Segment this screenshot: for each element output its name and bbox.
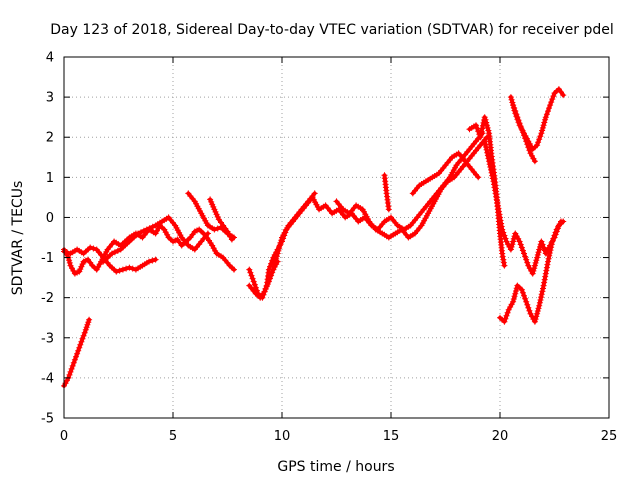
x-tick-labels: 0 5 10 15 20 25 <box>60 429 617 444</box>
series-markers <box>409 150 482 197</box>
y-tick-labels: -5 -4 -3 -2 -1 0 1 2 3 4 <box>41 51 54 427</box>
series-markers <box>510 102 538 165</box>
series-s15 <box>497 218 564 325</box>
y-tick-label: -2 <box>41 291 54 306</box>
y-tick-label: 2 <box>46 131 54 146</box>
series-markers <box>100 214 211 265</box>
series-s12 <box>409 150 482 197</box>
grid <box>64 57 609 418</box>
y-tick-label: -5 <box>41 412 54 427</box>
x-axis-label: GPS time / hours <box>277 459 394 475</box>
x-tick-label: 20 <box>492 429 509 444</box>
series-s6 <box>207 196 235 243</box>
x-tick-label: 15 <box>383 429 400 444</box>
y-tick-label: 3 <box>46 91 54 106</box>
y-axis-label: SDTVAR / TECUs <box>10 181 26 296</box>
series-markers <box>207 196 235 243</box>
plot-frame <box>63 56 610 419</box>
series-s17 <box>510 102 538 165</box>
y-tick-label: 4 <box>46 51 54 66</box>
series-markers <box>381 172 392 213</box>
y-tick-label: -4 <box>41 371 54 386</box>
x-tick-label: 0 <box>60 429 68 444</box>
y-tick-label: -3 <box>41 331 54 346</box>
series-s14 <box>481 138 567 277</box>
series-s3 <box>61 244 159 275</box>
series-markers <box>497 218 564 325</box>
series-s11 <box>381 172 392 213</box>
chart-title: Day 123 of 2018, Sidereal Day-to-day VTE… <box>50 22 614 38</box>
x-tick-label: 5 <box>169 429 177 444</box>
y-tick-label: -1 <box>41 251 54 266</box>
series-s10 <box>333 134 490 241</box>
series-line <box>334 135 489 240</box>
series-group <box>61 86 567 389</box>
series-markers <box>481 138 567 277</box>
ticks <box>63 56 610 419</box>
series-markers <box>333 134 490 241</box>
x-tick-label: 25 <box>601 429 618 444</box>
y-tick-label: 0 <box>46 211 54 226</box>
series-s9 <box>270 190 318 273</box>
series-s4 <box>100 214 211 265</box>
y-tick-label: 1 <box>46 171 54 186</box>
series-markers <box>270 190 318 273</box>
x-tick-label: 10 <box>274 429 291 444</box>
